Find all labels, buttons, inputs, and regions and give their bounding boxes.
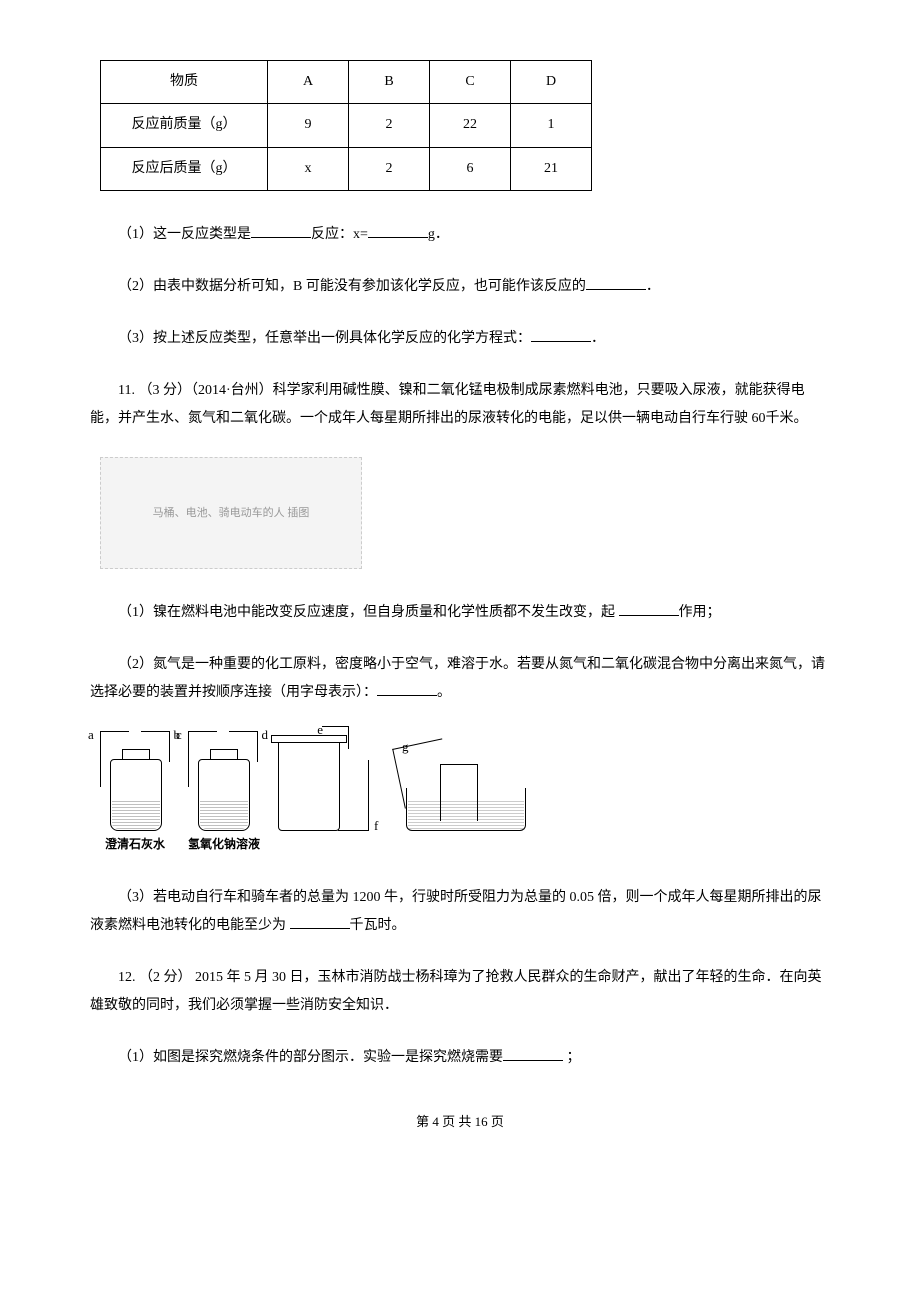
q12-part1: （1）如图是探究燃烧条件的部分图示．实验一是探究燃烧需要 ； — [90, 1044, 830, 1072]
fill-blank[interactable] — [619, 601, 679, 616]
bottle-icon — [198, 759, 250, 831]
q11-intro: 11. （3 分）（2014·台州）科学家利用碱性膜、镍和二氧化锰电极制成尿素燃… — [90, 377, 830, 433]
fill-blank[interactable] — [290, 914, 350, 929]
cell: 1 — [511, 104, 592, 147]
cell: x — [268, 147, 349, 190]
q10-part2: （2）由表中数据分析可知，B 可能没有参加该化学反应，也可能作该反应的 ． — [90, 273, 830, 301]
page-footer: 第 4 页 共 16 页 — [90, 1112, 830, 1133]
text: 反应：x= — [311, 227, 368, 242]
apparatus-trough: g — [406, 751, 526, 854]
port-label: e — [317, 720, 323, 741]
text: （2）由表中数据分析可知，B 可能没有参加该化学反应，也可能作该反应的 — [118, 279, 586, 294]
mass-table: 物质 A B C D 反应前质量（g） 9 2 22 1 反应后质量（g） x … — [100, 60, 592, 191]
cell: 21 — [511, 147, 592, 190]
tube-icon — [322, 726, 349, 749]
cell: 6 — [430, 147, 511, 190]
text: 千瓦时。 — [350, 918, 406, 933]
port-label: f — [374, 816, 378, 837]
text: （1）这一反应类型是 — [118, 227, 251, 242]
col-header: A — [268, 61, 349, 104]
bottle-icon — [110, 759, 162, 831]
text: ； — [563, 1050, 581, 1065]
text: （1）镍在燃料电池中能改变反应速度，但自身质量和化学性质都不发生改变，起 — [118, 605, 619, 620]
apparatus-caption: 氢氧化钠溶液 — [188, 835, 260, 854]
col-header: 物质 — [101, 61, 268, 104]
apparatus-bottle-2: c d 氢氧化钠溶液 — [188, 731, 260, 854]
text: （2）氮气是一种重要的化工原料，密度略小于空气，难溶于水。若要从氮气和二氧化碳混… — [90, 657, 825, 700]
cell: 9 — [268, 104, 349, 147]
port-label: c — [176, 725, 182, 746]
fill-blank[interactable] — [377, 681, 437, 696]
q11-part3: （3）若电动自行车和骑车者的总量为 1200 牛，行驶时所受阻力为总量的 0.0… — [90, 884, 830, 940]
table-row: 反应后质量（g） x 2 6 21 — [101, 147, 592, 190]
row-label: 反应前质量（g） — [101, 104, 268, 147]
port-label: a — [88, 725, 94, 746]
fill-blank[interactable] — [586, 275, 646, 290]
col-header: D — [511, 61, 592, 104]
text: （1）如图是探究燃烧条件的部分图示．实验一是探究燃烧需要 — [118, 1050, 503, 1065]
q11-part1: （1）镍在燃料电池中能改变反应速度，但自身质量和化学性质都不发生改变，起 作用； — [90, 599, 830, 627]
text: （3）若电动自行车和骑车者的总量为 1200 牛，行驶时所受阻力为总量的 0.0… — [90, 890, 822, 933]
fill-blank[interactable] — [368, 223, 428, 238]
fill-blank[interactable] — [503, 1046, 563, 1061]
text: （3）按上述反应类型，任意举出一例具体化学反应的化学方程式： — [118, 331, 531, 346]
apparatus-jar: e f — [278, 731, 388, 854]
trough-icon — [406, 788, 526, 831]
text: g． — [428, 227, 449, 242]
q11-figure: 马桶、电池、骑电动车的人 插图 — [100, 457, 830, 569]
fill-blank[interactable] — [531, 327, 591, 342]
cell: 2 — [349, 147, 430, 190]
q11-part2: （2）氮气是一种重要的化工原料，密度略小于空气，难溶于水。若要从氮气和二氧化碳混… — [90, 651, 830, 707]
port-label: d — [262, 725, 269, 746]
q10-part3: （3）按上述反应类型，任意举出一例具体化学反应的化学方程式： ． — [90, 325, 830, 353]
apparatus-diagram: a b 澄清石灰水 c d 氢氧化钠溶液 — [100, 731, 830, 854]
col-header: C — [430, 61, 511, 104]
col-header: B — [349, 61, 430, 104]
apparatus-bottle-1: a b 澄清石灰水 — [100, 731, 170, 854]
tube-icon — [338, 760, 369, 831]
table-row: 反应前质量（g） 9 2 22 1 — [101, 104, 592, 147]
q12-intro: 12. （2 分） 2015 年 5 月 30 日，玉林市消防战士杨科璋为了抢救… — [90, 964, 830, 1020]
text: ． — [591, 331, 605, 346]
cell: 22 — [430, 104, 511, 147]
text: 作用； — [679, 605, 721, 620]
row-label: 反应后质量（g） — [101, 147, 268, 190]
text: 。 — [437, 685, 451, 700]
cell: 2 — [349, 104, 430, 147]
fill-blank[interactable] — [251, 223, 311, 238]
table-row: 物质 A B C D — [101, 61, 592, 104]
apparatus-caption: 澄清石灰水 — [100, 835, 170, 854]
text: ． — [646, 279, 660, 294]
cartoon-illustration-icon: 马桶、电池、骑电动车的人 插图 — [100, 457, 362, 569]
q10-part1: （1）这一反应类型是 反应：x= g． — [90, 221, 830, 249]
